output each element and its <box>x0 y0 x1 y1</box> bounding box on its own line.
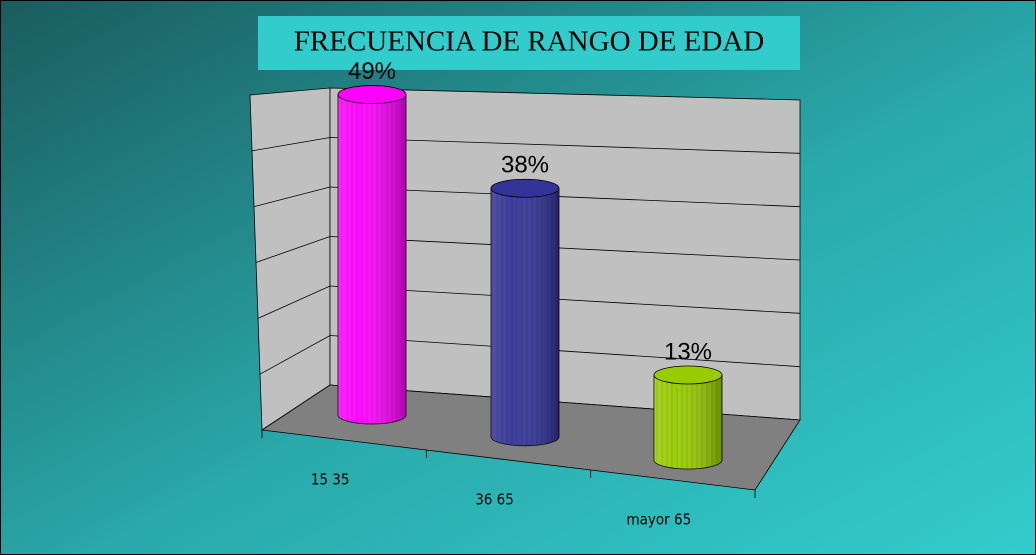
bar-group: 49% 15 35 <box>311 58 407 489</box>
grid-line <box>251 137 801 154</box>
x-tick-label: 36 65 <box>475 491 514 509</box>
grid-line <box>259 335 801 375</box>
x-tick-label: mayor 65 <box>627 511 692 529</box>
bar-stripes <box>491 188 559 446</box>
bar-top <box>490 178 560 198</box>
grid-line <box>257 285 801 319</box>
bar-group: 13% mayor 65 <box>627 338 723 529</box>
value-label: 13% <box>664 338 712 365</box>
grid-line <box>253 186 801 208</box>
bars: 49% 15 35 38% 36 65 13% mayor 65 <box>311 58 723 529</box>
x-tick-label: 15 35 <box>311 471 350 489</box>
bar-group: 38% 36 65 <box>475 152 560 509</box>
grid-line <box>255 236 801 263</box>
title-box <box>258 16 800 70</box>
bar-top <box>337 85 407 104</box>
grid <box>251 137 801 498</box>
bar-top <box>653 365 723 385</box>
bar-stripes <box>338 94 406 424</box>
bar-stripes <box>654 374 722 469</box>
value-label: 38% <box>501 152 549 179</box>
value-label: 49% <box>348 58 396 85</box>
chart-title: FRECUENCIA DE RANGO DE EDAD <box>294 26 764 58</box>
